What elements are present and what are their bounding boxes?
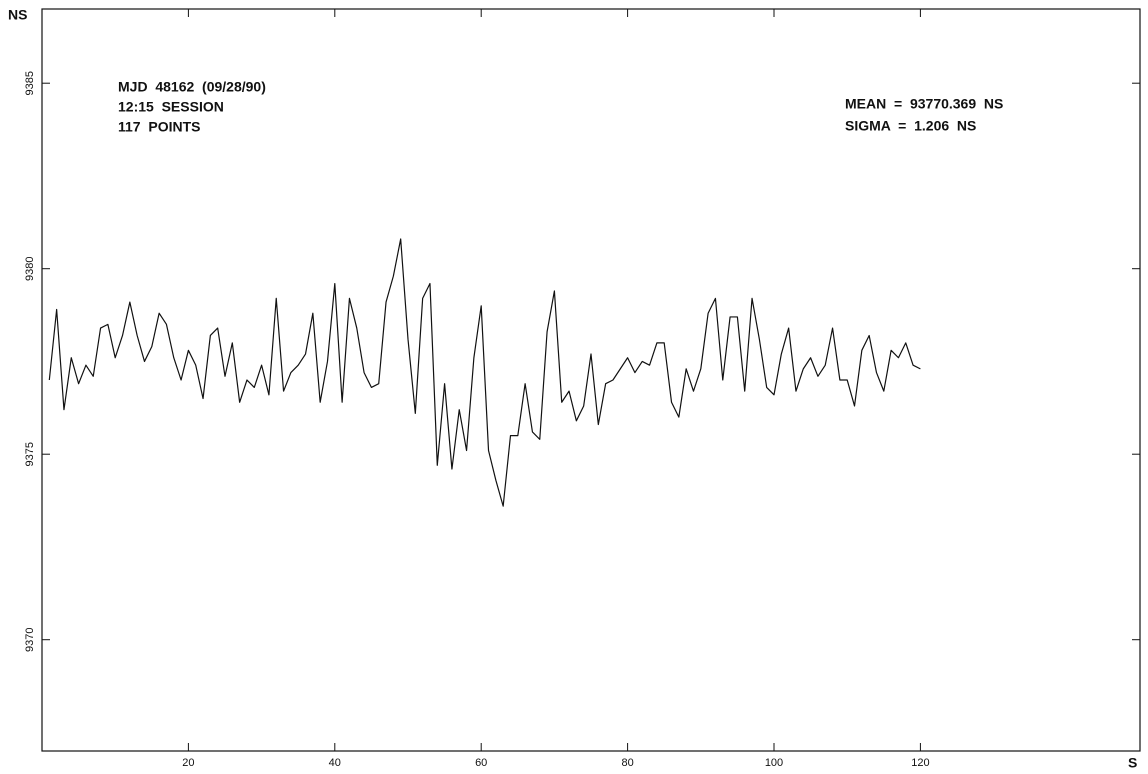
annotation: MJD 48162 (09/28/90) — [118, 79, 266, 95]
y-tick-label: 9385 — [24, 71, 36, 95]
x-tick-label: 100 — [765, 757, 783, 769]
annotation: SIGMA = 1.206 NS — [845, 118, 976, 134]
x-axis-label: S — [1128, 755, 1137, 771]
annotation: 12:15 SESSION — [118, 99, 224, 115]
data-line — [48, 238, 921, 507]
y-tick-label: 9370 — [24, 627, 36, 651]
y-tick-label: 9380 — [24, 256, 36, 280]
x-tick-label: 60 — [475, 757, 487, 769]
y-tick-label: 9375 — [24, 442, 36, 466]
plot-frame — [41, 8, 1141, 752]
x-tick-label: 120 — [911, 757, 929, 769]
x-tick-label: 80 — [621, 757, 633, 769]
x-tick-label: 20 — [182, 757, 194, 769]
y-axis-label: NS — [8, 7, 27, 23]
annotation: MEAN = 93770.369 NS — [845, 96, 1003, 112]
x-tick-label: 40 — [329, 757, 341, 769]
annotation: 117 POINTS — [118, 119, 200, 135]
